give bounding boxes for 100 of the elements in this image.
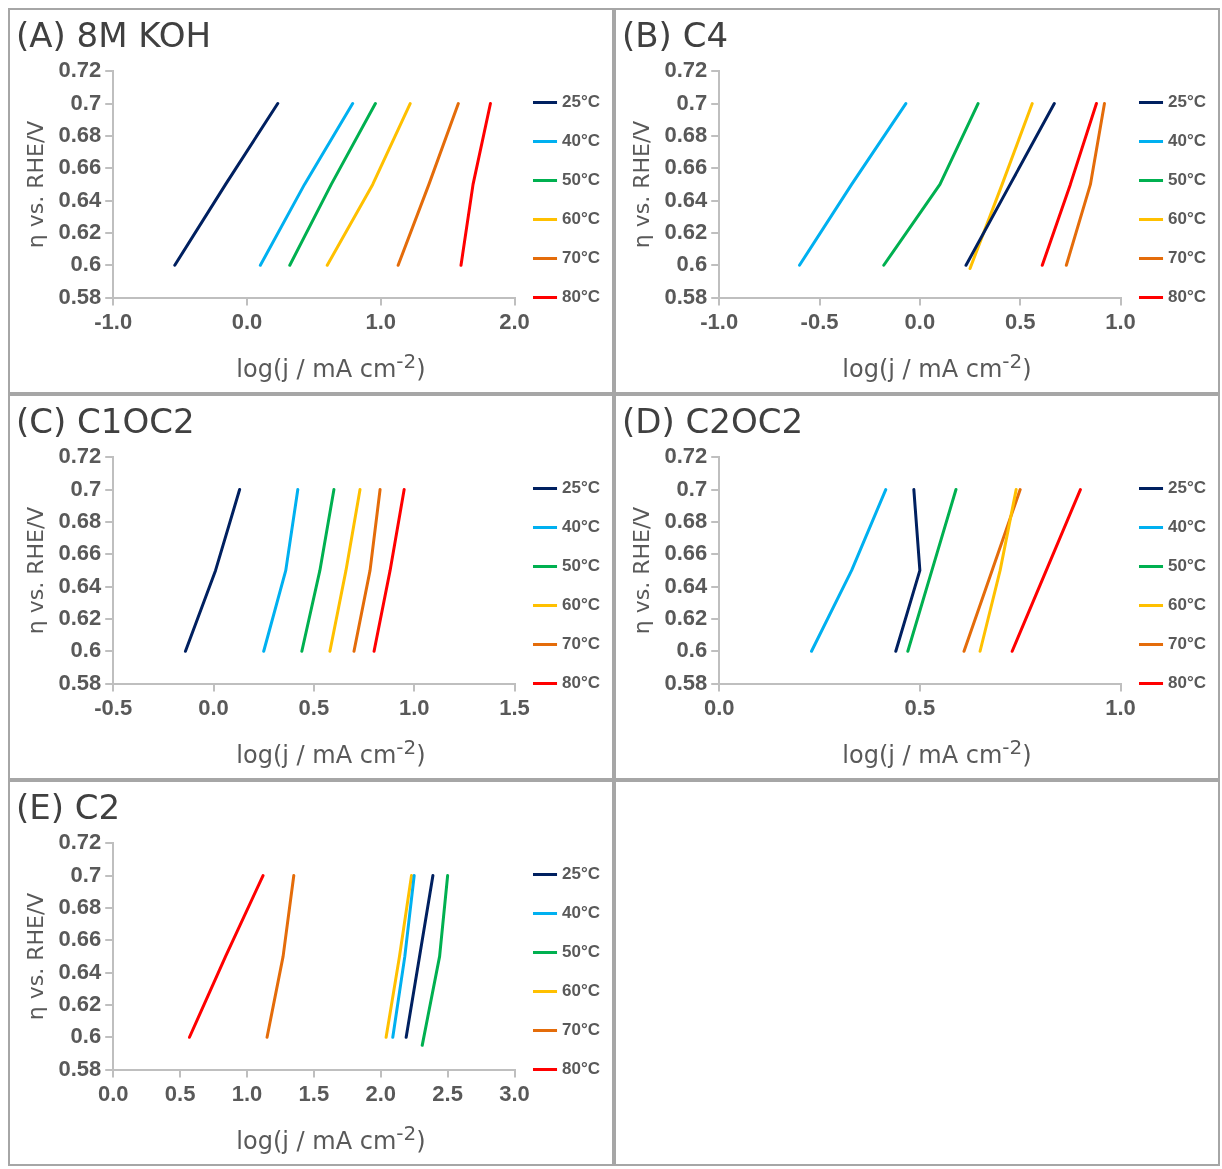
y-tick-label: 0.72: [664, 57, 708, 83]
legend-label: 70°C: [1168, 634, 1206, 654]
x-tick-label: 2.0: [365, 1080, 397, 1106]
x-tick-label: 0.0: [198, 694, 229, 720]
x-tick-label: 2.5: [432, 1080, 463, 1106]
x-tick-label: 0.5: [164, 1080, 196, 1106]
legend-label: 50°C: [1168, 556, 1206, 576]
y-tick-label: 0.66: [58, 926, 102, 952]
y-tick-label: 0.64: [664, 572, 708, 598]
legend-label: 25°C: [562, 864, 600, 884]
y-tick-label: 0.6: [70, 251, 102, 277]
x-tick-label: -0.5: [94, 694, 133, 720]
legend-label: 40°C: [562, 131, 600, 151]
y-tick-label: 0.58: [58, 1055, 102, 1081]
y-tick-label: 0.72: [664, 443, 708, 469]
legend-label: 25°C: [1168, 92, 1206, 112]
legend-label: 60°C: [1168, 595, 1206, 615]
y-tick-label: 0.6: [676, 251, 708, 277]
y-tick-label: 0.62: [58, 604, 102, 630]
legend-label: 60°C: [562, 595, 600, 615]
y-tick-label: 0.72: [58, 829, 102, 855]
legend-label: 40°C: [562, 517, 600, 537]
y-axis-title: η vs. RHE/V: [628, 506, 654, 635]
y-tick-label: 0.66: [664, 154, 708, 180]
y-tick-label: 0.64: [58, 958, 102, 984]
y-tick-label: 0.58: [664, 283, 708, 309]
y-tick-label: 0.58: [58, 283, 102, 309]
legend-label: 80°C: [1168, 673, 1206, 693]
y-tick-label: 0.7: [70, 89, 102, 115]
x-tick-label: 0.0: [904, 308, 936, 334]
legend-label: 50°C: [562, 170, 600, 190]
legend-label: 60°C: [562, 981, 600, 1001]
x-axis-title: log(j / mA cm$^{-2}$): [235, 1120, 427, 1157]
legend-label: 40°C: [1168, 131, 1206, 151]
chart-title: (D) C2OC2: [622, 401, 805, 441]
legend-label: 25°C: [562, 92, 600, 112]
x-tick-label: -1.0: [700, 308, 739, 334]
y-axis-title: η vs. RHE/V: [22, 120, 48, 249]
x-tick-label: -1.0: [94, 308, 133, 334]
x-tick-label: 0.5: [1004, 308, 1036, 334]
y-tick-label: 0.72: [58, 57, 102, 83]
chart-title: (C) C1OC2: [16, 401, 196, 441]
y-tick-label: 0.7: [676, 475, 708, 501]
y-tick-label: 0.68: [664, 507, 708, 533]
legend-label: 40°C: [1168, 517, 1206, 537]
y-tick-label: 0.58: [664, 669, 708, 695]
x-axis-title: log(j / mA cm$^{-2}$): [841, 348, 1033, 385]
legend-label: 70°C: [1168, 248, 1206, 268]
y-tick-label: 0.6: [70, 1023, 102, 1049]
legend-label: 60°C: [1168, 209, 1206, 229]
x-tick-label: 0.5: [298, 694, 330, 720]
y-tick-label: 0.64: [664, 186, 708, 212]
legend-label: 80°C: [562, 1059, 600, 1079]
y-tick-label: 0.7: [676, 89, 708, 115]
y-tick-label: 0.62: [58, 990, 102, 1016]
y-tick-label: 0.64: [58, 186, 102, 212]
x-tick-label: 1.0: [1105, 308, 1136, 334]
y-tick-label: 0.68: [58, 893, 102, 919]
legend-label: 25°C: [1168, 478, 1206, 498]
y-tick-label: 0.62: [58, 218, 102, 244]
legend-label: 80°C: [562, 287, 600, 307]
x-tick-label: 1.0: [398, 694, 430, 720]
legend-label: 50°C: [562, 556, 600, 576]
y-tick-label: 0.68: [664, 121, 708, 147]
y-tick-label: 0.66: [58, 154, 102, 180]
legend-label: 70°C: [562, 1020, 600, 1040]
chart-title: (E) C2: [16, 787, 122, 827]
x-tick-label: 0.0: [97, 1080, 129, 1106]
y-tick-label: 0.68: [58, 121, 102, 147]
y-tick-label: 0.68: [58, 507, 102, 533]
y-tick-label: 0.72: [58, 443, 102, 469]
y-tick-label: 0.6: [676, 637, 708, 663]
x-tick-label: 3.0: [499, 1080, 530, 1106]
y-axis-title: η vs. RHE/V: [22, 506, 48, 635]
y-axis-title: η vs. RHE/V: [22, 892, 48, 1021]
x-tick-label: 0.0: [231, 308, 263, 334]
legend-label: 40°C: [562, 903, 600, 923]
chart-title: (B) C4: [622, 15, 730, 55]
y-tick-label: 0.58: [58, 669, 102, 695]
legend-label: 25°C: [562, 478, 600, 498]
y-axis-title: η vs. RHE/V: [628, 120, 654, 249]
y-tick-label: 0.66: [664, 540, 708, 566]
x-tick-label: 2.0: [499, 308, 530, 334]
x-axis-title: log(j / mA cm$^{-2}$): [235, 734, 427, 771]
x-axis-title: log(j / mA cm$^{-2}$): [235, 348, 427, 385]
x-tick-label: 1.0: [1105, 694, 1136, 720]
y-tick-label: 0.62: [664, 218, 708, 244]
x-tick-label: 1.0: [365, 308, 397, 334]
legend-label: 50°C: [1168, 170, 1206, 190]
x-tick-label: 1.5: [298, 1080, 330, 1106]
x-tick-label: 0.5: [904, 694, 936, 720]
y-tick-label: 0.62: [664, 604, 708, 630]
legend-label: 60°C: [562, 209, 600, 229]
chart-title: (A) 8M KOH: [16, 15, 213, 55]
legend-label: 80°C: [562, 673, 600, 693]
y-tick-label: 0.6: [70, 637, 102, 663]
legend-label: 80°C: [1168, 287, 1206, 307]
x-tick-label: 1.5: [499, 694, 530, 720]
legend-label: 50°C: [562, 942, 600, 962]
legend-label: 70°C: [562, 634, 600, 654]
